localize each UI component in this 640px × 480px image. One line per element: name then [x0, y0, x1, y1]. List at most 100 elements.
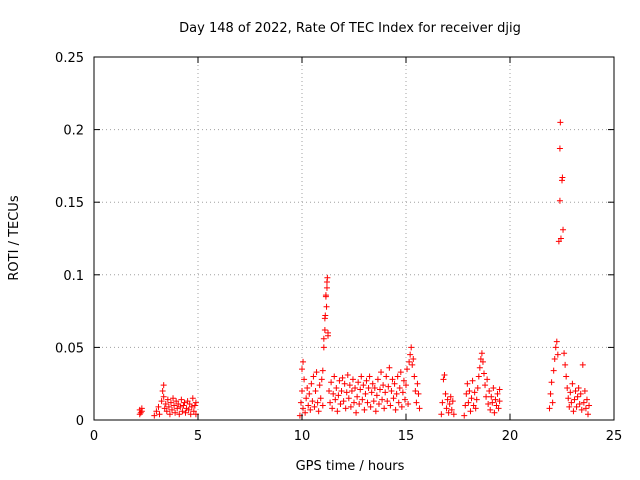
data-point	[578, 406, 585, 413]
data-point	[443, 405, 450, 412]
y-tick-label: 0.15	[55, 196, 84, 211]
data-point	[473, 396, 480, 403]
data-point	[355, 379, 362, 386]
data-point	[137, 409, 144, 416]
data-point	[370, 398, 377, 405]
data-point	[380, 382, 387, 389]
data-point	[160, 393, 167, 400]
data-point	[333, 385, 340, 392]
data-point	[560, 226, 567, 233]
data-point	[378, 369, 385, 376]
data-point	[439, 399, 446, 406]
data-point	[349, 376, 356, 383]
data-point	[573, 403, 580, 410]
data-point	[580, 399, 587, 406]
data-point	[410, 356, 417, 363]
data-point	[582, 405, 589, 412]
data-point	[361, 406, 368, 413]
data-point	[314, 399, 321, 406]
data-point	[549, 399, 556, 406]
y-tick-label: 0.2	[63, 124, 84, 139]
y-tick-label: 0	[76, 414, 84, 429]
data-point	[302, 409, 309, 416]
data-point	[467, 408, 474, 415]
data-point	[299, 387, 305, 394]
data-point	[483, 393, 490, 400]
data-point	[304, 385, 311, 392]
data-point	[172, 409, 179, 416]
data-point	[356, 401, 363, 408]
data-point	[556, 197, 563, 204]
data-point	[159, 387, 166, 394]
data-point	[155, 403, 162, 410]
data-point	[492, 396, 499, 403]
data-point	[478, 350, 485, 357]
data-point	[362, 390, 369, 397]
data-point	[357, 386, 364, 393]
data-point	[340, 398, 347, 405]
y-tick-label: 0.05	[55, 341, 84, 356]
data-point	[438, 411, 445, 418]
data-point	[311, 403, 318, 410]
data-point	[171, 402, 178, 409]
x-tick-label: 10	[294, 429, 311, 444]
data-point	[387, 402, 394, 409]
data-point	[388, 387, 395, 394]
data-point	[191, 402, 198, 409]
axis-ticks: 0 5 10 15 20 25 0 0.05 0.1 0.15 0.2 0.25	[55, 51, 622, 444]
data-point	[385, 383, 392, 390]
data-point	[399, 389, 406, 396]
data-point	[465, 399, 472, 406]
data-point	[383, 373, 390, 380]
data-point	[390, 395, 397, 402]
data-point	[325, 329, 331, 336]
data-point	[187, 411, 194, 418]
y-tick-label: 0.25	[55, 51, 84, 66]
data-point	[174, 405, 181, 412]
data-point	[394, 373, 401, 380]
data-point	[153, 408, 160, 415]
data-point	[167, 399, 174, 406]
data-point	[397, 369, 404, 376]
data-point	[547, 390, 554, 397]
data-point	[181, 399, 188, 406]
data-point	[359, 396, 366, 403]
data-point	[166, 411, 173, 418]
data-point	[403, 382, 409, 389]
data-point	[177, 403, 184, 410]
data-point	[484, 376, 491, 383]
data-point	[568, 399, 575, 406]
data-point	[338, 387, 345, 394]
data-point	[330, 390, 337, 397]
data-point	[300, 405, 307, 412]
data-point	[351, 399, 357, 406]
data-point	[551, 356, 558, 363]
data-point	[576, 401, 583, 408]
data-point	[561, 350, 568, 357]
data-point	[395, 399, 402, 406]
data-point	[392, 406, 399, 413]
data-point	[495, 405, 502, 412]
data-point	[160, 382, 167, 389]
data-point	[352, 385, 359, 392]
x-tick-label: 15	[398, 429, 415, 444]
data-point	[315, 408, 322, 415]
data-point	[345, 395, 352, 402]
data-point	[472, 405, 479, 412]
data-point	[404, 366, 411, 373]
data-point	[322, 312, 329, 319]
data-point	[317, 395, 324, 402]
data-point	[442, 390, 449, 397]
data-point	[158, 398, 165, 405]
data-points	[136, 119, 593, 419]
data-point	[364, 399, 371, 406]
data-point	[445, 409, 452, 416]
data-point	[479, 358, 486, 365]
data-point	[374, 376, 381, 383]
data-point	[490, 385, 497, 392]
data-point	[323, 284, 330, 291]
data-point	[342, 405, 349, 412]
data-point	[469, 377, 476, 384]
data-point	[449, 398, 456, 405]
data-point	[381, 405, 388, 412]
